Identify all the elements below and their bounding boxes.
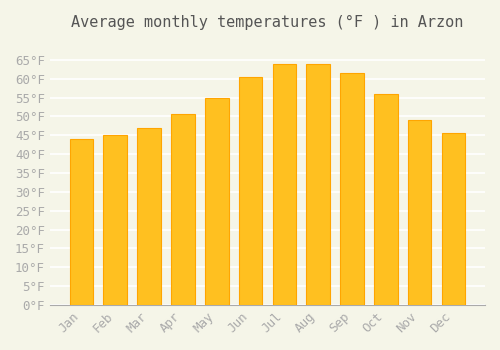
Bar bbox=[374, 94, 398, 305]
Bar bbox=[408, 120, 432, 305]
Bar bbox=[340, 73, 364, 305]
Title: Average monthly temperatures (°F ) in Arzon: Average monthly temperatures (°F ) in Ar… bbox=[71, 15, 464, 30]
Bar bbox=[171, 114, 194, 305]
Bar bbox=[205, 98, 229, 305]
Bar bbox=[104, 135, 127, 305]
Bar bbox=[306, 64, 330, 305]
Bar bbox=[70, 139, 94, 305]
Bar bbox=[272, 64, 296, 305]
Bar bbox=[138, 128, 161, 305]
Bar bbox=[442, 133, 465, 305]
Bar bbox=[238, 77, 262, 305]
